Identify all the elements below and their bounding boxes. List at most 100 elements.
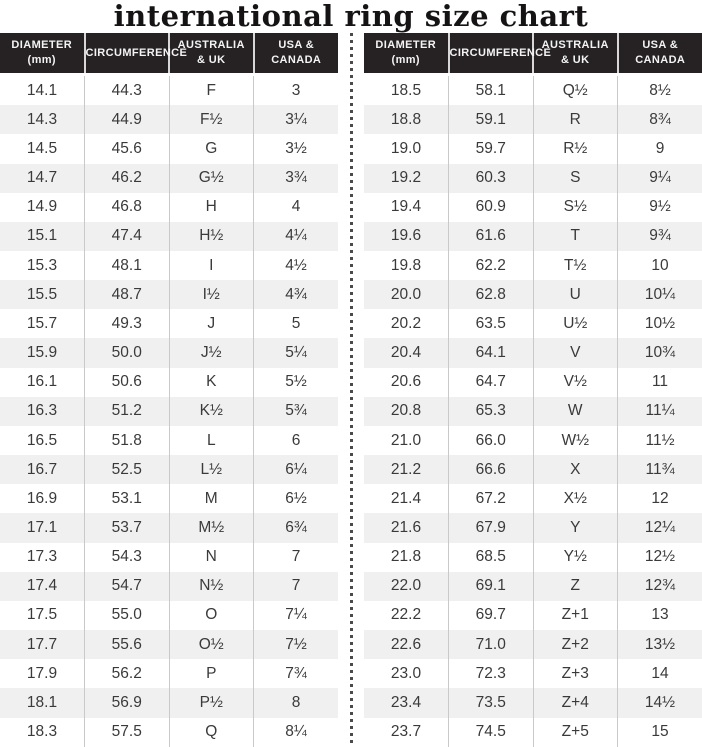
table-cell: 10½ <box>617 309 702 339</box>
table-cell: 23.0 <box>390 664 422 682</box>
table-row: 20.2 63.5 U½ 10½ <box>364 309 702 339</box>
table-cell: 14.9 <box>26 198 58 216</box>
table-cell: 48.7 <box>84 280 169 310</box>
table-cell: 22.0 <box>390 577 422 595</box>
table-row: 19.4 60.9 S½ 9½ <box>364 192 702 222</box>
table-cell: 73.5 <box>448 688 533 718</box>
table-row: 19.2 60.3 S 9¼ <box>364 163 702 193</box>
table-header-right: DIAMETER (mm) CIRCUMFERENCE AUSTRALIA & UK US… <box>364 33 702 76</box>
table-row: 14.7 46.2 G½ 3¾ <box>0 163 338 193</box>
table-cell: 19.4 <box>390 198 422 216</box>
table-cell: 71.0 <box>448 630 533 660</box>
table-header-left: DIAMETER (mm) CIRCUMFERENCE AUSTRALIA & UK US… <box>0 33 338 76</box>
table-cell: O½ <box>168 630 254 660</box>
column-header: CIRCUMFERENCE <box>83 33 187 76</box>
table-cell: 53.1 <box>84 484 169 514</box>
table-row: 15.9 50.0 J½ 5¼ <box>0 338 338 368</box>
table-cell: 8¼ <box>253 717 338 747</box>
table-cell: N <box>168 542 254 572</box>
table-row: 22.6 71.0 Z+2 13½ <box>364 630 702 660</box>
table-row: 21.6 67.9 Y 12¼ <box>364 513 702 543</box>
ring-size-chart: DIAMETER (mm) CIRCUMFERENCE AUSTRALIA & UK US… <box>0 33 702 747</box>
table-cell: H½ <box>168 221 254 251</box>
table-cell: 3 <box>253 74 338 106</box>
table-row: 17.5 55.0 O 7¼ <box>0 600 338 631</box>
table-cell: 44.9 <box>84 105 169 135</box>
table-cell: Z+5 <box>532 717 618 747</box>
table-cell: 44.3 <box>84 74 169 106</box>
table-cell: 17.4 <box>26 577 58 595</box>
table-cell: 10¼ <box>617 280 702 310</box>
table-cell: 15.3 <box>26 256 58 274</box>
table-row: 21.4 67.2 X½ 12 <box>364 484 702 514</box>
table-cell: 67.2 <box>448 484 533 514</box>
table-cell: R <box>532 105 618 135</box>
table-cell: 18.5 <box>390 81 422 99</box>
table-body-left: 14.1 44.3 F 3 14.3 44.9 F½ 3¼ 14.5 45.6 G 3½ 14.7 46.… <box>0 74 338 747</box>
table-cell: 23.7 <box>390 723 422 741</box>
table-row: 14.1 44.3 F 3 <box>0 74 338 106</box>
header-row: DIAMETER (mm) CIRCUMFERENCE AUSTRALIA & UK US… <box>364 33 702 76</box>
table-row: 18.5 58.1 Q½ 8½ <box>364 74 702 106</box>
table-row: 17.9 56.2 P 7¾ <box>0 659 338 689</box>
table-row: 17.4 54.7 N½ 7 <box>0 571 338 601</box>
table-row: 17.3 54.3 N 7 <box>0 542 338 572</box>
table-row: 20.6 64.7 V½ 11 <box>364 367 702 397</box>
table-cell: P½ <box>168 688 254 718</box>
table-cell: 13 <box>617 600 702 631</box>
table-cell: O <box>168 600 254 631</box>
table-cell: G <box>168 134 254 164</box>
table-cell: 11 <box>617 367 702 397</box>
table-row: 21.8 68.5 Y½ 12½ <box>364 542 702 572</box>
table-row: 18.8 59.1 R 8¾ <box>364 105 702 135</box>
table-cell: 21.6 <box>390 518 422 536</box>
table-cell: 45.6 <box>84 134 169 164</box>
table-row: 16.9 53.1 M 6½ <box>0 484 338 514</box>
table-row: 14.9 46.8 H 4 <box>0 192 338 222</box>
table-cell: 21.0 <box>390 431 422 449</box>
table-cell: 16.7 <box>26 460 58 478</box>
table-cell: 14.1 <box>26 81 58 99</box>
table-row: 23.4 73.5 Z+4 14½ <box>364 688 702 718</box>
column-header: USA & CANADA <box>252 33 338 76</box>
table-row: 20.0 62.8 U 10¼ <box>364 280 702 310</box>
table-cell: 65.3 <box>448 396 533 426</box>
table-cell: 46.8 <box>84 192 169 222</box>
table-cell: W½ <box>532 425 618 456</box>
table-cell: 17.3 <box>26 548 58 566</box>
table-row: 19.8 62.2 T½ 10 <box>364 251 702 281</box>
table-cell: 21.2 <box>390 460 422 478</box>
table-row: 18.3 57.5 Q 8¼ <box>0 717 338 747</box>
column-header: AUSTRALIA & UK <box>168 33 254 76</box>
table-row: 16.5 51.8 L 6 <box>0 425 338 456</box>
table-row: 21.0 66.0 W½ 11½ <box>364 425 702 456</box>
table-cell: 22.2 <box>390 606 422 624</box>
table-cell: 17.9 <box>26 664 58 682</box>
table-row: 15.7 49.3 J 5 <box>0 309 338 339</box>
table-row: 21.2 66.6 X 11¾ <box>364 455 702 485</box>
table-cell: H <box>168 192 254 222</box>
table-cell: 22.6 <box>390 635 422 653</box>
table-cell: 55.6 <box>84 630 169 660</box>
table-cell: 23.4 <box>390 693 422 711</box>
table-cell: S½ <box>532 192 618 222</box>
table-cell: 63.5 <box>448 309 533 339</box>
table-cell: 15.1 <box>26 227 58 245</box>
dotted-divider <box>350 33 353 747</box>
table-cell: 5 <box>253 309 338 339</box>
table-row: 20.4 64.1 V 10¾ <box>364 338 702 368</box>
table-cell: J <box>168 309 254 339</box>
table-row: 23.7 74.5 Z+5 15 <box>364 717 702 747</box>
table-cell: 64.1 <box>448 338 533 368</box>
table-cell: 74.5 <box>448 717 533 747</box>
table-cell: 57.5 <box>84 717 169 747</box>
table-cell: 20.6 <box>390 373 422 391</box>
table-row: 15.5 48.7 I½ 4¾ <box>0 280 338 310</box>
table-cell: 55.0 <box>84 600 169 631</box>
table-cell: T <box>532 221 618 251</box>
table-cell: R½ <box>532 134 618 164</box>
table-cell: 19.8 <box>390 256 422 274</box>
table-cell: V <box>532 338 618 368</box>
table-row: 16.1 50.6 K 5½ <box>0 367 338 397</box>
table-cell: 15 <box>617 717 702 747</box>
